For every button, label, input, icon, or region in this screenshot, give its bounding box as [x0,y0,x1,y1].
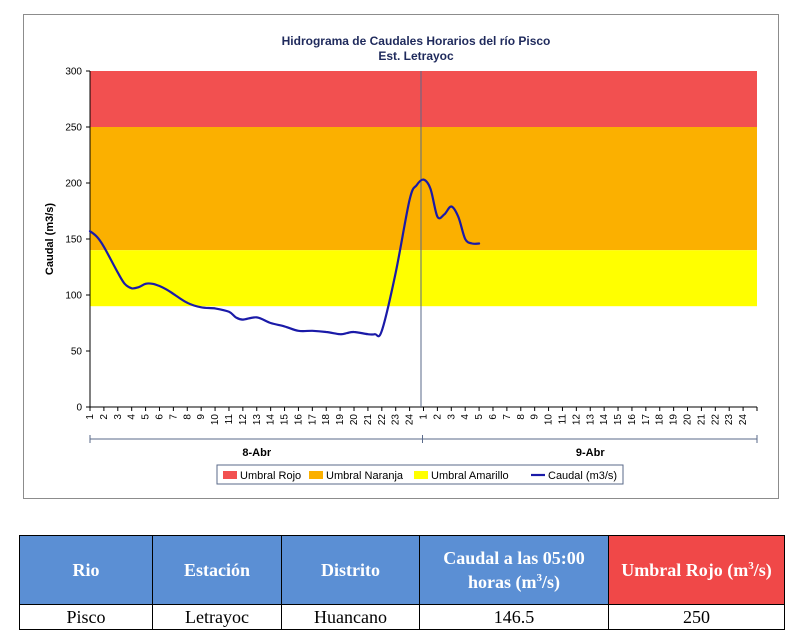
x-tick-label: 11 [224,414,235,425]
header-caudal-sup: 3 [536,572,543,584]
y-tick-label: 200 [65,179,82,190]
x-tick-label: 22 [377,414,388,426]
x-tick-label: 14 [266,414,277,426]
x-tick-label: 4 [460,414,471,420]
cell-umbral: 250 [608,604,785,630]
x-tick-label: 16 [627,414,638,426]
x-tick-label: 13 [252,414,263,426]
x-tick-label: 15 [613,414,624,426]
x-tick-label: 6 [488,414,499,420]
cell-estacion: Letrayoc [152,604,282,630]
legend-label: Umbral Amarillo [431,470,509,482]
x-tick-label: 1 [419,414,430,420]
x-tick-label: 10 [544,414,555,426]
x-tick-label: 12 [571,414,582,426]
band-umbral-rojo [90,71,757,127]
x-tick-label: 20 [683,414,694,426]
x-tick-label: 15 [280,414,291,426]
x-tick-label: 12 [238,414,249,426]
x-tick-label: 1 [85,414,96,420]
y-tick-label: 0 [76,403,82,414]
threshold-bands [90,71,757,307]
x-axis: 1 2 3 4 5 6 7 8 9 10 11 12 13 14 15 16 17 18 19 20 21 22 23 24 1… [85,406,758,426]
x-tick-label: 6 [154,414,165,420]
x-tick-label: 7 [168,414,179,420]
chart-subtitle: Est. Letrayoc [378,49,454,63]
x-tick-label: 17 [641,414,652,426]
x-tick-label: 8 [516,414,527,420]
header-rio: Rio [19,535,153,605]
header-caudal-text: Caudal a las 05:00 horas (m [443,548,585,592]
cell-distrito: Huancano [281,604,420,630]
day-label: 9-Abr [576,447,605,459]
x-tick-label: 4 [127,414,138,420]
cell-rio: Pisco [19,604,153,630]
legend-label: Umbral Rojo [240,470,301,482]
y-axis-label: Caudal (m3/s) [44,203,56,275]
x-tick-label: 19 [669,414,680,426]
x-tick-label: 9 [530,414,541,420]
x-tick-label: 8 [182,414,193,420]
x-tick-label: 16 [293,414,304,426]
table-header-row: Rio Estación Distrito Caudal a las 05:00… [19,535,785,605]
x-tick-label: 21 [363,414,374,426]
table-row: Pisco Letrayoc Huancano 146.5 250 [19,604,785,630]
y-tick-label: 50 [71,347,83,358]
x-tick-label: 23 [724,414,735,426]
x-tick-label: 13 [585,414,596,426]
chart-frame: Hidrograma de Caudales Horarios del río … [23,14,779,499]
series-line-caudal [88,178,481,338]
day-group-axis: 8-Abr 9-Abr [89,435,758,459]
header-estacion: Estación [152,535,282,605]
legend-swatch [309,471,323,479]
x-tick-label: 14 [599,414,610,426]
x-tick-label: 18 [655,414,666,426]
x-tick-label: 23 [391,414,402,426]
legend: Umbral Rojo Umbral Naranja Umbral Amarillo… [216,464,624,485]
band-umbral-amarillo [90,250,757,307]
header-caudal-unit: /s) [542,572,560,592]
header-umbral-rojo: Umbral Rojo (m3/s) [608,535,785,605]
station-info-table: Rio Estación Distrito Caudal a las 05:00… [19,535,785,630]
x-tick-label: 5 [141,414,152,420]
header-umbral-text: Umbral Rojo (m [621,560,749,580]
x-tick-label: 11 [557,414,568,425]
x-tick-label: 5 [474,414,485,420]
x-tick-label: 2 [432,414,443,420]
x-tick-label: 17 [307,414,318,426]
x-tick-label: 18 [321,414,332,426]
legend-swatch [223,471,237,479]
x-tick-label: 24 [405,414,416,426]
chart-title: Hidrograma de Caudales Horarios del río … [282,34,551,48]
x-tick-label: 3 [113,414,124,420]
hydrograph-chart: Hidrograma de Caudales Horarios del río … [44,34,758,485]
y-tick-label: 100 [65,291,82,302]
header-umbral-sup: 3 [748,560,754,572]
cell-caudal: 146.5 [419,604,609,630]
legend-swatch [414,471,428,479]
y-tick-label: 250 [65,123,82,134]
day-label: 8-Abr [242,447,271,459]
x-tick-label: 2 [99,414,110,420]
x-tick-label: 19 [335,414,346,426]
x-tick-label: 24 [738,414,749,426]
x-tick-label: 22 [710,414,721,426]
legend-label: Caudal (m3/s) [548,470,617,482]
band-umbral-naranja [90,127,757,251]
y-tick-label: 150 [65,235,82,246]
y-axis: 0 50 100 150 200 250 300 [65,67,91,414]
x-tick-label: 20 [349,414,360,426]
y-tick-label: 300 [65,67,82,78]
x-tick-label: 3 [446,414,457,420]
x-tick-label: 21 [696,414,707,426]
legend-label: Umbral Naranja [326,470,404,482]
header-caudal: Caudal a las 05:00 horas (m3/s) [419,535,609,605]
x-tick-label: 10 [210,414,221,426]
header-umbral-unit: /s) [753,560,772,580]
header-distrito: Distrito [281,535,420,605]
x-tick-label: 9 [196,414,207,420]
x-tick-label: 7 [502,414,513,420]
